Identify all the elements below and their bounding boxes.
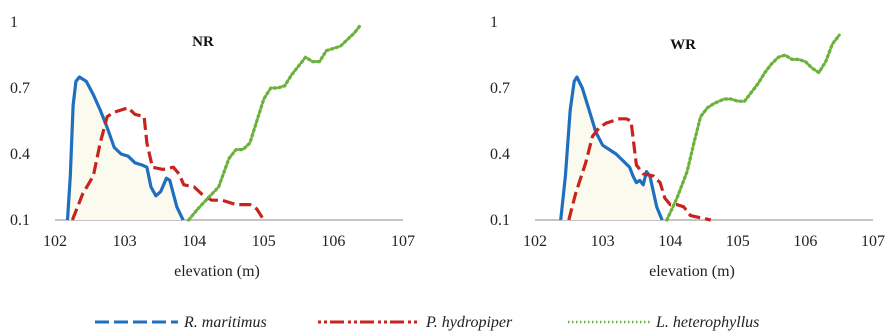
legend: R. maritimus P. hydropiper L. heterophyl… — [95, 314, 759, 331]
y-tick-label: 0.7 — [10, 80, 30, 97]
series-line-r-maritimus — [559, 75, 664, 221]
y-tick-label: 0.7 — [490, 80, 510, 97]
area-shading — [67, 77, 184, 220]
x-tick-label: 104 — [182, 233, 206, 250]
legend-label-p-hydropiper: P. hydropiper — [425, 314, 513, 331]
legend-entry-r-maritimus: R. maritimus — [95, 314, 267, 331]
area-shading — [560, 77, 663, 220]
x-tick-label: 104 — [658, 233, 682, 250]
y-tick-label: 1 — [10, 14, 18, 31]
y-tick-label: 0.4 — [490, 146, 510, 163]
series-line-p-hydropiper — [567, 117, 712, 222]
series-line-l-heterophyllus — [665, 33, 841, 222]
x-tick-label: 105 — [726, 233, 750, 250]
panel-title: WR — [670, 37, 696, 53]
panel-title: NR — [192, 34, 214, 50]
x-tick-label: 107 — [391, 233, 415, 250]
x-tick-label: 106 — [793, 233, 817, 250]
y-tick-label: 1 — [490, 14, 498, 31]
legend-label-r-maritimus: R. maritimus — [183, 314, 267, 331]
x-axis-label: elevation (m) — [174, 263, 260, 280]
x-tick-label: 102 — [523, 233, 547, 250]
x-tick-label: 102 — [43, 233, 67, 250]
y-tick-label: 0.1 — [10, 212, 30, 229]
series-line-p-hydropiper — [70, 106, 266, 221]
x-tick-label: 103 — [113, 233, 137, 250]
x-axis-label: elevation (m) — [649, 263, 735, 280]
legend-entry-p-hydropiper: P. hydropiper — [318, 314, 513, 331]
chart-panel-nr: 0.1 0.4 0.7 1 102 103 104 105 106 107 elevation (m… — [10, 14, 415, 280]
x-tick-label: 106 — [321, 233, 345, 250]
series-line-r-maritimus — [65, 75, 185, 221]
x-tick-label: 105 — [252, 233, 276, 250]
y-tick-label: 0.4 — [10, 146, 30, 163]
chart-panel-wr: 0.1 0.4 0.7 1 102 103 104 105 106 107 elevation (m… — [490, 14, 885, 280]
y-tick-label: 0.1 — [490, 212, 510, 229]
legend-label-l-heterophyllus: L. heterophyllus — [655, 314, 759, 331]
legend-entry-l-heterophyllus: L. heterophyllus — [568, 314, 759, 331]
x-tick-label: 107 — [861, 233, 885, 250]
series-line-l-heterophyllus — [187, 22, 363, 222]
x-tick-label: 103 — [591, 233, 615, 250]
